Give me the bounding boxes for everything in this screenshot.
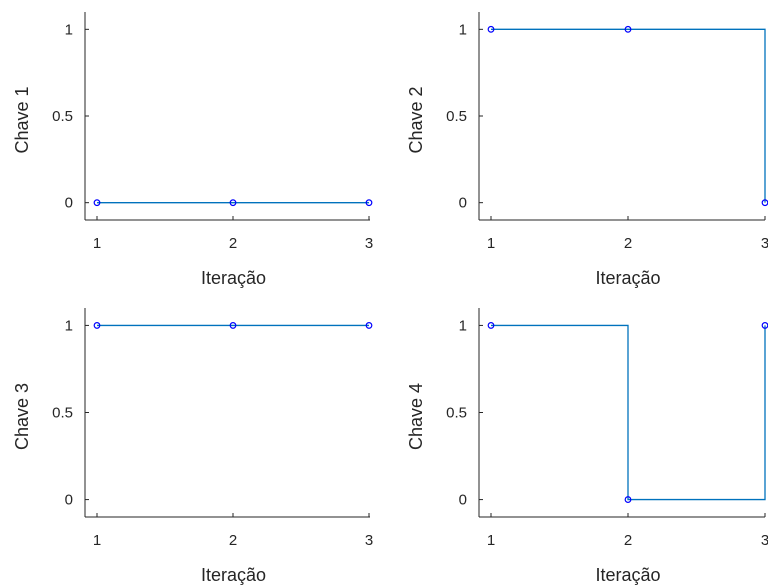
- data-point: [365, 199, 373, 207]
- data-point: [229, 199, 237, 207]
- x-tick-label: 1: [487, 532, 495, 549]
- y-tick-label: 0: [459, 195, 467, 212]
- y-axis-label: Chave 1: [12, 86, 32, 153]
- data-point: [487, 322, 495, 329]
- y-tick-label: 0.5: [52, 405, 73, 422]
- y-tick-label: 0: [459, 492, 467, 509]
- subplot-2: 0 0.5 1 1 2 3 Iteração Chave 2: [406, 12, 768, 288]
- x-tick-label: 1: [487, 235, 495, 252]
- data-point: [229, 322, 237, 329]
- y-tick-label: 0: [65, 492, 73, 509]
- x-tick-label: 2: [229, 532, 237, 549]
- x-tick-label: 3: [761, 532, 768, 549]
- y-tick-label: 0.5: [446, 108, 467, 125]
- data-point: [93, 322, 101, 329]
- y-axis-label: Chave 4: [406, 383, 426, 450]
- x-tick-label: 1: [93, 235, 101, 252]
- subplot-3: 0 0.5 1 1 2 3 Iteração Chave 3: [12, 308, 373, 585]
- data-point: [487, 25, 495, 33]
- x-axis-label: Iteração: [201, 268, 266, 288]
- x-tick-label: 3: [365, 532, 373, 549]
- x-tick-label: 2: [624, 235, 632, 252]
- y-axis-label: Chave 3: [12, 383, 32, 450]
- y-tick-label: 1: [459, 317, 467, 334]
- x-tick-label: 3: [365, 235, 373, 252]
- series-line: [491, 324, 766, 501]
- x-tick-label: 2: [229, 235, 237, 252]
- x-tick-label: 1: [93, 532, 101, 549]
- data-point: [624, 496, 632, 503]
- y-tick-label: 1: [65, 317, 73, 334]
- x-axis-label: Iteração: [595, 268, 660, 288]
- data-point: [624, 25, 632, 33]
- y-tick-label: 0.5: [446, 405, 467, 422]
- y-axis-label: Chave 2: [406, 86, 426, 153]
- subplot-4: 0 0.5 1 1 2 3 Iteração Chave 4: [406, 308, 768, 585]
- x-tick-label: 3: [761, 235, 768, 252]
- subplot-1: 0 0.5 1 1 2 3 Iteração Chave 1: [12, 12, 373, 288]
- y-tick-label: 0: [65, 195, 73, 212]
- x-axis-label: Iteração: [201, 565, 266, 585]
- data-point: [93, 199, 101, 207]
- y-tick-label: 1: [459, 21, 467, 38]
- x-tick-label: 2: [624, 532, 632, 549]
- series-line: [491, 28, 766, 203]
- data-point: [365, 322, 373, 329]
- y-tick-label: 0.5: [52, 108, 73, 125]
- x-axis-label: Iteração: [595, 565, 660, 585]
- y-tick-label: 1: [65, 21, 73, 38]
